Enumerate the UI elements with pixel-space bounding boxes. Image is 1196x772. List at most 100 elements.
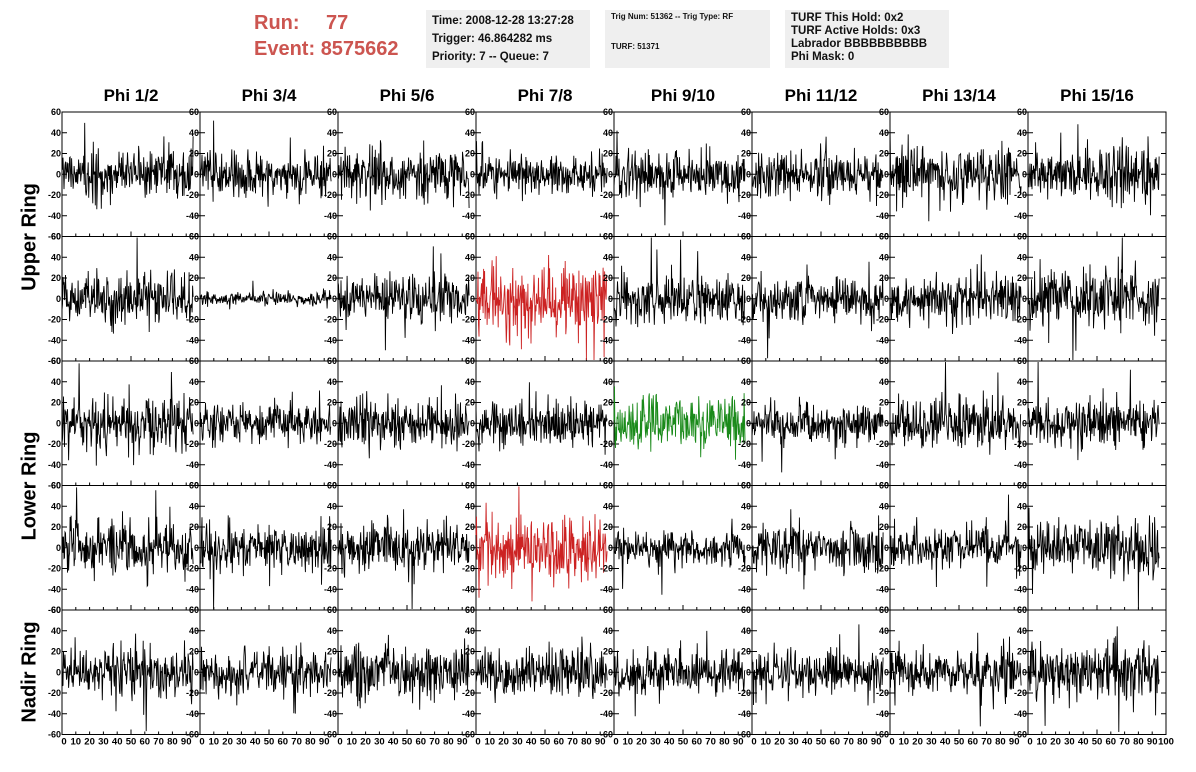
x-tick-label: 70 <box>981 737 992 748</box>
x-tick-label: 0 <box>337 737 342 748</box>
y-tick-label: -40 <box>738 460 751 470</box>
y-tick-label: 60 <box>327 605 337 615</box>
y-tick-label: 60 <box>879 605 889 615</box>
y-tick-label: 0 <box>56 418 61 428</box>
y-tick-label: 0 <box>470 667 475 677</box>
y-tick-label: 40 <box>327 252 337 262</box>
x-tick-label: 50 <box>540 737 551 748</box>
phi-header: Phi 9/10 <box>650 86 716 105</box>
y-tick-label: -60 <box>1014 730 1027 740</box>
x-tick-label: 50 <box>1092 737 1103 748</box>
x-tick-label: 30 <box>98 737 109 748</box>
y-tick-label: -60 <box>48 356 61 366</box>
y-tick-label: -20 <box>1014 315 1027 325</box>
y-tick-label: 60 <box>603 481 613 491</box>
y-tick-label: -40 <box>462 584 475 594</box>
y-tick-label: 40 <box>603 252 613 262</box>
y-tick-label: -40 <box>1014 211 1027 221</box>
y-tick-label: 0 <box>332 294 337 304</box>
x-tick-label: 60 <box>278 737 289 748</box>
y-tick-label: 40 <box>879 128 889 138</box>
y-tick-label: 60 <box>879 356 889 366</box>
x-tick-label: 0 <box>475 737 480 748</box>
y-tick-label: 0 <box>194 418 199 428</box>
priority-line: Priority: 7 -- Queue: 7 <box>432 51 549 63</box>
x-tick-label: 70 <box>291 737 302 748</box>
y-tick-label: -40 <box>48 584 61 594</box>
x-tick-label: 80 <box>719 737 730 748</box>
x-tick-label: 40 <box>250 737 261 748</box>
y-tick-label: -20 <box>324 190 337 200</box>
y-tick-label: -60 <box>186 730 199 740</box>
waveform-trace <box>1027 507 1160 610</box>
waveform-trace <box>337 634 470 710</box>
x-tick-label: 70 <box>429 737 440 748</box>
y-tick-label: 20 <box>465 273 475 283</box>
y-tick-label: 60 <box>741 356 751 366</box>
x-tick-label: 30 <box>788 737 799 748</box>
y-tick-label: 20 <box>327 522 337 532</box>
y-tick-label: 20 <box>603 647 613 657</box>
x-tick-label: 50 <box>126 737 137 748</box>
y-tick-label: 20 <box>741 273 751 283</box>
x-tick-label: 0 <box>613 737 618 748</box>
x-tick-label: 40 <box>802 737 813 748</box>
y-tick-label: -20 <box>876 564 889 574</box>
y-tick-label: 40 <box>465 128 475 138</box>
phi-header: Phi 3/4 <box>241 86 297 105</box>
y-tick-label: 0 <box>1022 418 1027 428</box>
phi-header: Phi 7/8 <box>517 86 573 105</box>
y-tick-label: -40 <box>876 709 889 719</box>
y-tick-label: -20 <box>48 439 61 449</box>
y-tick-label: -40 <box>600 709 613 719</box>
y-tick-label: 20 <box>879 149 889 159</box>
y-tick-label: -40 <box>324 709 337 719</box>
x-tick-label: 70 <box>843 737 854 748</box>
y-tick-label: -60 <box>738 730 751 740</box>
x-tick-label: 0 <box>751 737 756 748</box>
y-tick-label: 0 <box>608 418 613 428</box>
y-tick-label: 40 <box>603 128 613 138</box>
y-tick-label: -60 <box>48 481 61 491</box>
y-tick-label: -20 <box>876 439 889 449</box>
time-trigger-info: Time: 2008-12-28 13:27:28 Trigger: 46.86… <box>426 10 590 68</box>
x-tick-label: 50 <box>954 737 965 748</box>
y-tick-label: 20 <box>51 273 61 283</box>
phi-header: Phi 11/12 <box>784 86 858 105</box>
y-tick-label: 20 <box>741 398 751 408</box>
y-tick-label: -20 <box>738 315 751 325</box>
y-tick-label: 60 <box>603 356 613 366</box>
y-tick-label: -20 <box>876 688 889 698</box>
y-tick-label: -40 <box>876 335 889 345</box>
waveform-trace <box>337 140 470 211</box>
event-value: 8575662 <box>320 38 399 60</box>
y-tick-label: 0 <box>746 169 751 179</box>
y-tick-label: 0 <box>332 418 337 428</box>
x-tick-label: 70 <box>1119 737 1130 748</box>
x-tick-label: 70 <box>567 737 578 748</box>
y-tick-label: 40 <box>603 501 613 511</box>
y-tick-label: -40 <box>48 460 61 470</box>
y-tick-label: 0 <box>56 294 61 304</box>
x-tick-label: 60 <box>692 737 703 748</box>
x-tick-label: 0 <box>199 737 204 748</box>
y-tick-label: -20 <box>1014 688 1027 698</box>
y-tick-label: -20 <box>876 315 889 325</box>
panel-frame <box>613 236 753 362</box>
y-tick-label: 20 <box>189 273 199 283</box>
x-tick-label: 50 <box>678 737 689 748</box>
waveform-trace <box>1027 626 1160 733</box>
labrador-line: Labrador BBBBBBBBBB <box>791 38 928 50</box>
y-tick-label: 60 <box>189 107 199 117</box>
